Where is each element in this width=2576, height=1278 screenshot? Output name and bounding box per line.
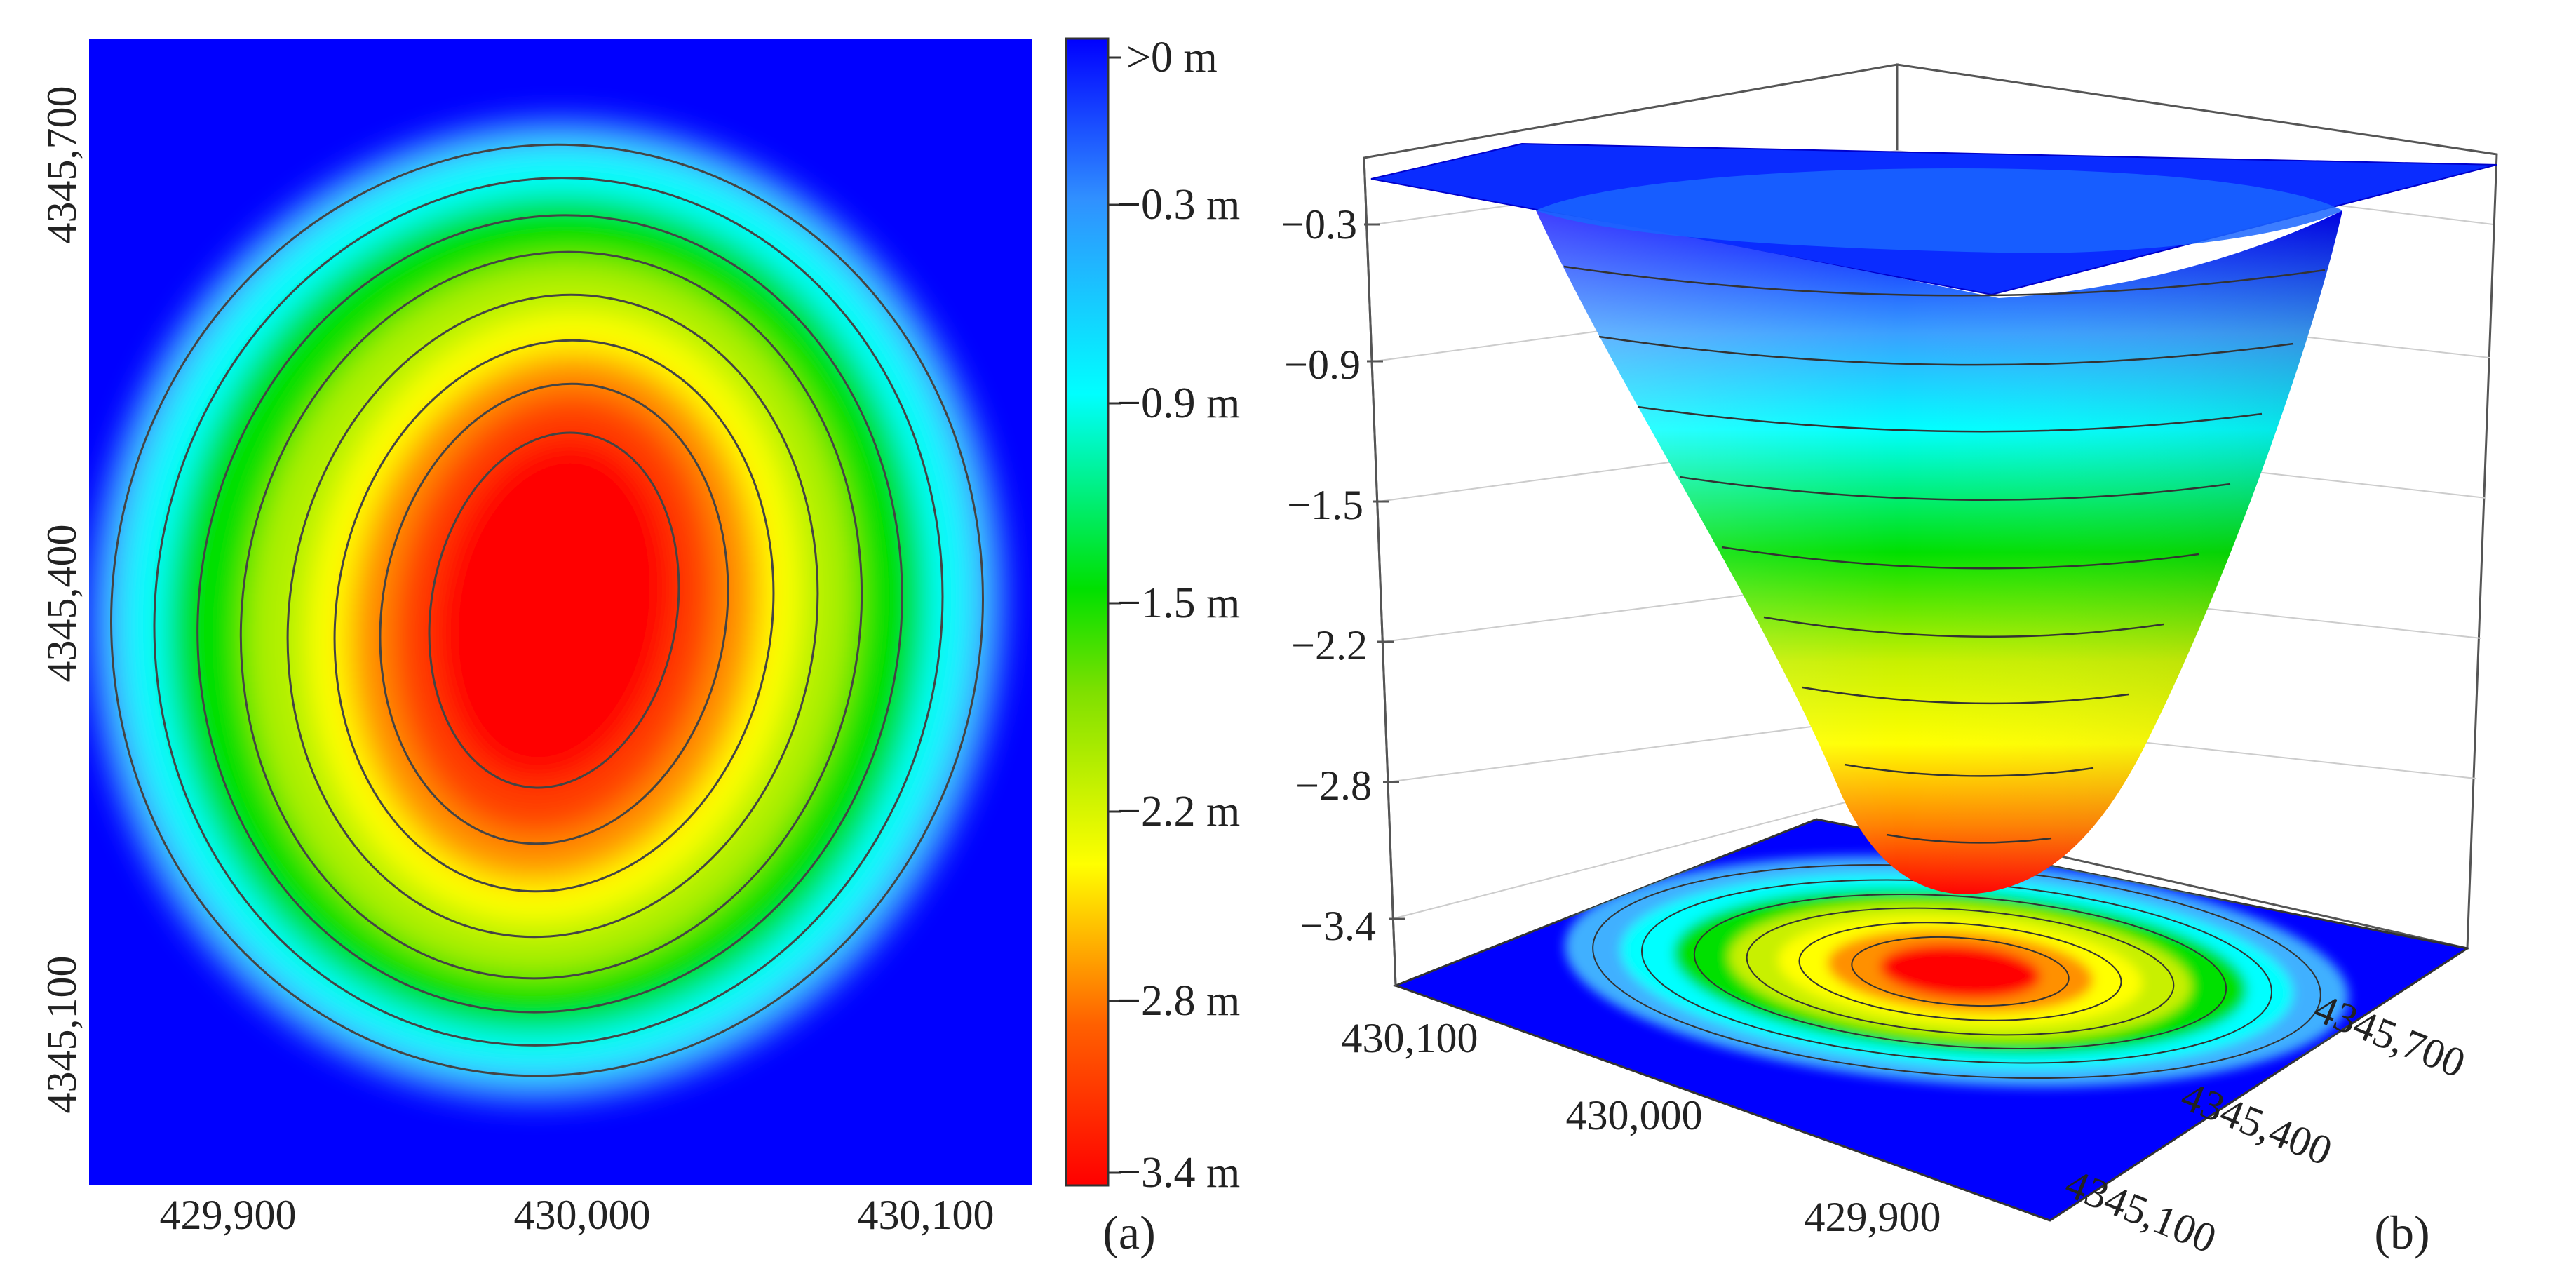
front-left-edge (1363, 157, 1397, 986)
y-tick-label: 4345,400 (39, 525, 85, 682)
gridline (1391, 788, 1898, 920)
z-tick-label: −3.4 (1300, 903, 1376, 949)
colorbar-label: −2.2 m (1117, 788, 1240, 835)
z-tick-label: −1.5 (1287, 482, 1363, 528)
colorbar-label: −3.4 m (1117, 1149, 1240, 1197)
panel-a-heatmap (89, 39, 1032, 1185)
contour-line (153, 177, 944, 1047)
panel-a-y-axis: 4345,700 4345,400 4345,100 (39, 86, 85, 1114)
cone-contour-lines (1563, 265, 2326, 844)
contour-line (1851, 936, 2070, 1007)
colorbar: >0 m −0.3 m −0.9 m −1.5 m −2.2 m −2.8 m … (1065, 34, 1240, 1197)
contour-line (1746, 907, 2175, 1036)
x-tick-label: 429,900 (1805, 1194, 1941, 1240)
y-tick-label: 4345,400 (2175, 1072, 2338, 1174)
panel-b-z-ticks (1364, 223, 1405, 920)
z-tick-label: −2.8 (1295, 762, 1372, 809)
cone-shading (1536, 210, 2342, 894)
colorbar-label: −1.5 m (1117, 579, 1240, 627)
panel-b-surface (1363, 63, 2498, 1222)
contour-line (1886, 833, 2052, 844)
x-tick-label: 430,100 (858, 1192, 994, 1238)
map-contour-lines (110, 143, 984, 1077)
contour-line (333, 339, 775, 893)
contour-line (239, 250, 863, 980)
y-tick-label: 4345,100 (2059, 1160, 2223, 1262)
x-tick-label: 430,100 (1342, 1015, 1478, 1061)
z-tick-label: −2.2 (1291, 622, 1368, 668)
contour-line (379, 382, 729, 845)
contour-line (1844, 763, 2094, 777)
colorbar-labels: >0 m −0.3 m −0.9 m −1.5 m −2.2 m −2.8 m … (1117, 34, 1240, 1197)
colorbar-label: −2.8 m (1117, 977, 1240, 1025)
y-tick-label: 4345,700 (39, 86, 85, 244)
x-tick-label: 430,000 (1566, 1092, 1703, 1138)
colorbar-ticks (1108, 56, 1121, 1174)
contour-line (286, 293, 819, 939)
panel-a-x-axis: 429,900 430,000 430,100 (160, 1192, 994, 1238)
z-tick-label: −0.3 (1281, 201, 1357, 248)
colorbar-scale (1065, 37, 1110, 1187)
panel-b-z-axis: −0.3 −0.9 −1.5 −2.2 −2.8 −3.4 (1281, 201, 1376, 949)
contour-line (196, 214, 903, 1014)
contour-line (1598, 335, 2294, 366)
contour-line (1763, 616, 2164, 638)
colorbar-label: >0 m (1126, 34, 1218, 81)
contour-line (1721, 546, 2199, 570)
contour-line (1798, 922, 2122, 1021)
contour-line (428, 431, 680, 789)
base-projection (1565, 856, 2349, 1087)
contour-line (1693, 894, 2227, 1049)
y-tick-label: 4345,100 (39, 956, 85, 1114)
contour-line (110, 143, 984, 1077)
panel-b-label: (b) (2374, 1206, 2429, 1259)
map-color-field (90, 120, 1004, 1101)
x-tick-label: 430,000 (514, 1192, 651, 1238)
contour-line (1679, 476, 2231, 501)
cone-rim (1536, 168, 2342, 253)
contour-line (1637, 405, 2263, 433)
colorbar-label: −0.3 m (1117, 181, 1240, 229)
z-tick-label: −0.9 (1284, 342, 1361, 388)
contour-line (1563, 265, 2326, 297)
panel-a-label: (a) (1102, 1206, 1155, 1259)
panel-b-x-axis: 430,100 430,000 429,900 (1342, 1015, 1941, 1240)
contour-line (1802, 686, 2129, 705)
x-tick-label: 429,900 (160, 1192, 297, 1238)
colorbar-label: −0.9 m (1117, 379, 1240, 427)
base-contour-lines (1592, 863, 2321, 1079)
